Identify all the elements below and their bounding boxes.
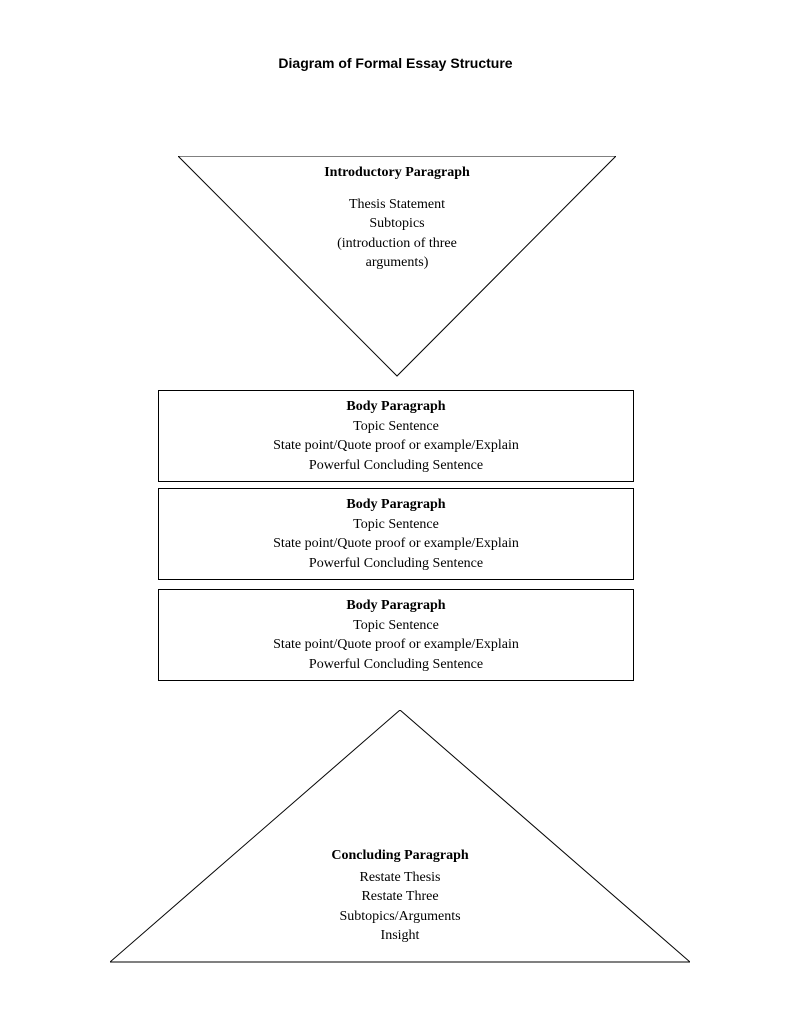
body2-line2: State point/Quote proof or example/Expla…	[159, 534, 633, 554]
body3-line2: State point/Quote proof or example/Expla…	[159, 635, 633, 655]
intro-line-three: (introduction of three	[178, 234, 616, 254]
body1-line3: Powerful Concluding Sentence	[159, 456, 633, 476]
body2-line3: Powerful Concluding Sentence	[159, 554, 633, 574]
concl-line-restate-thesis: Restate Thesis	[110, 868, 690, 888]
intro-line-thesis: Thesis Statement	[178, 195, 616, 215]
concl-line-restate-three: Restate Three	[110, 887, 690, 907]
body3-line3: Powerful Concluding Sentence	[159, 655, 633, 675]
body-paragraph-box-1: Body Paragraph Topic Sentence State poin…	[158, 390, 634, 482]
body-paragraph-box-3: Body Paragraph Topic Sentence State poin…	[158, 589, 634, 681]
body3-line1: Topic Sentence	[159, 616, 633, 636]
concl-line-subtopics: Subtopics/Arguments	[110, 907, 690, 927]
intro-paragraph-block: Introductory Paragraph Thesis Statement …	[178, 163, 616, 273]
intro-title: Introductory Paragraph	[178, 163, 616, 183]
conclusion-title: Concluding Paragraph	[110, 846, 690, 866]
body-title-3: Body Paragraph	[159, 596, 633, 616]
body-title-2: Body Paragraph	[159, 495, 633, 515]
body-title-1: Body Paragraph	[159, 397, 633, 417]
intro-line-subtopics: Subtopics	[178, 214, 616, 234]
body2-line1: Topic Sentence	[159, 515, 633, 535]
intro-line-arguments: arguments)	[178, 253, 616, 273]
concluding-paragraph-block: Concluding Paragraph Restate Thesis Rest…	[110, 846, 690, 946]
page-title: Diagram of Formal Essay Structure	[0, 0, 791, 71]
body-paragraph-box-2: Body Paragraph Topic Sentence State poin…	[158, 488, 634, 580]
concl-line-insight: Insight	[110, 926, 690, 946]
body1-line2: State point/Quote proof or example/Expla…	[159, 436, 633, 456]
body1-line1: Topic Sentence	[159, 417, 633, 437]
